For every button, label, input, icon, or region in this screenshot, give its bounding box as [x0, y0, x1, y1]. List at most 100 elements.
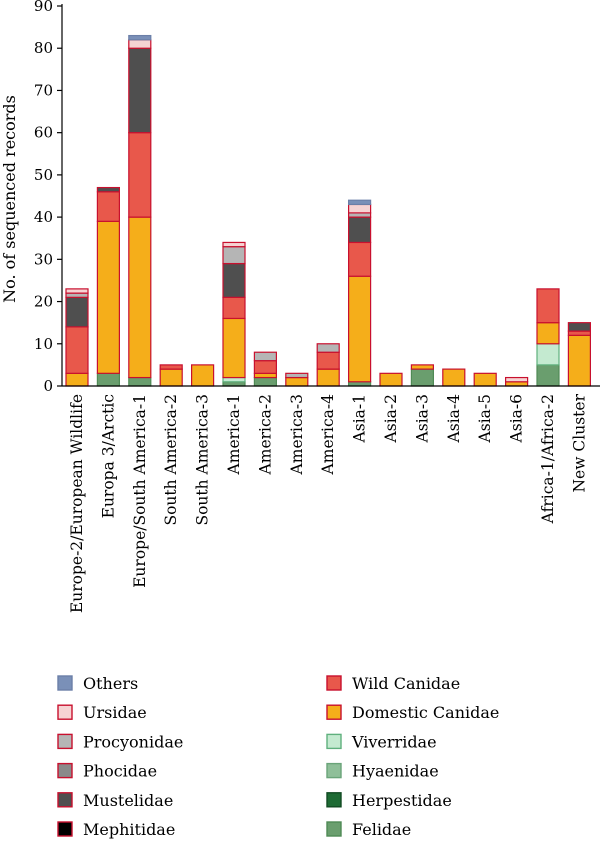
bar-segment-asia-1-wild-canidae [348, 241, 372, 277]
y-tick-label: 70 [34, 81, 53, 99]
legend: Others Ursidae Procyonidae Phocidae Mustelid… [57, 674, 499, 839]
y-tick-label: 80 [34, 39, 53, 57]
bar-stack-south-america-2 [159, 364, 183, 387]
bar-segment-africa-1-africa-2-wild-canidae [536, 288, 560, 324]
bar-segment-america-3-domestic-canidae [285, 376, 309, 387]
bar-segment-europa-3-arctic-wild-canidae [96, 191, 121, 222]
bar-segment-south-america-2-domestic-canidae [159, 368, 183, 387]
bar-stack-america-2 [253, 351, 277, 387]
legend-label: Domestic Canidae [352, 703, 499, 722]
bar-segment-asia-2-domestic-canidae [379, 372, 403, 387]
bar-segment-europa-3-arctic-domestic-canidae [96, 220, 121, 374]
x-category-label: America-4 [319, 394, 337, 476]
legend-item-phocidae: Phocidae [57, 762, 157, 781]
x-axis-category-labels: Europe-2/European Wildlife Europa 3/Arcti… [68, 393, 588, 613]
bar-segment-africa-1-africa-2-felidae [536, 364, 560, 387]
bar-segment-europe-south-america-1-mustelidae [128, 47, 152, 134]
bar-stack-south-america-3 [191, 364, 215, 387]
bar-segment-south-america-2-wild-canidae [159, 364, 183, 370]
y-tick-label: 0 [43, 377, 53, 395]
bar-stack-america-1 [222, 241, 246, 387]
x-category-label: Africa-1/Africa-2 [539, 394, 557, 524]
bar-stack-new-cluster [567, 322, 592, 387]
legend-swatch [57, 704, 73, 720]
bar-stack-africa-1-africa-2 [536, 288, 560, 387]
bar-segment-europe-2-european-wildlife-ursidae [65, 288, 89, 294]
legend-swatch [57, 675, 73, 691]
legend-label: Mustelidae [83, 791, 173, 810]
bar-segment-africa-1-africa-2-viverridae [536, 343, 560, 366]
x-category-label: Europe/South America-1 [131, 394, 149, 588]
x-category-label: America-2 [256, 394, 274, 475]
bar-segment-america-2-felidae [253, 376, 277, 387]
legend-item-wild-canidae: Wild Canidae [326, 674, 460, 693]
bar-segment-south-america-3-domestic-canidae [191, 364, 215, 387]
bar-stack-america-3 [285, 372, 309, 387]
bar-segment-asia-1-domestic-canidae [348, 275, 372, 383]
legend-swatch [326, 792, 342, 808]
legend-label: Wild Canidae [352, 674, 460, 693]
legend-item-mustelidae: Mustelidae [57, 791, 173, 810]
bar-segment-asia-6-domestic-canidae [505, 381, 529, 387]
y-tick-label: 20 [34, 293, 53, 311]
bar-stack-asia-6 [505, 376, 529, 387]
y-tick-label: 30 [34, 250, 53, 268]
legend-label: Phocidae [83, 762, 157, 781]
bar-segment-america-1-mustelidae [222, 262, 246, 298]
x-category-label: Asia-2 [382, 394, 400, 443]
x-category-label: Europe-2/European Wildlife [68, 394, 86, 613]
bar-segment-asia-4-domestic-canidae [442, 368, 466, 387]
legend-swatch [57, 792, 73, 808]
legend-item-hyaenidae: Hyaenidae [326, 762, 439, 781]
bar-segment-asia-1-ursidae [348, 203, 372, 214]
legend-label: Herpestidae [352, 791, 452, 810]
x-category-label: Asia-3 [413, 394, 431, 443]
legend-item-ursidae: Ursidae [57, 703, 147, 722]
bar-stack-asia-2 [379, 372, 403, 387]
legend-item-procyonidae: Procyonidae [57, 732, 183, 751]
bar-segment-europe-south-america-1-domestic-canidae [128, 216, 152, 379]
axes [61, 4, 600, 387]
x-category-label: Europa 3/Arctic [99, 394, 117, 518]
bar-stack-asia-5 [473, 372, 497, 387]
x-category-label: Asia-4 [445, 394, 463, 444]
bar-segment-america-4-procyonidae [316, 343, 340, 353]
legend-label: Felidae [352, 820, 411, 839]
bar-segment-america-1-ursidae [222, 241, 246, 248]
y-axis-ticks: 0 10 20 30 40 50 60 70 80 90 [34, 0, 62, 395]
bar-segment-europa-3-arctic-felidae [96, 372, 121, 387]
bar-segment-america-4-domestic-canidae [316, 368, 340, 387]
legend-swatch [326, 733, 342, 750]
legend-item-domestic-canidae: Domestic Canidae [326, 703, 499, 722]
legend-label: Hyaenidae [352, 762, 439, 781]
bar-stack-asia-4 [442, 368, 466, 387]
bar-segment-america-1-viverridae [222, 376, 246, 383]
legend-swatch [57, 762, 73, 779]
bar-segment-america-3-procyonidae [285, 372, 309, 379]
legend-swatch [326, 704, 342, 720]
bar-stack-europe-2-european-wildlife [65, 288, 89, 387]
legend-label: Others [83, 674, 138, 693]
bar-segment-asia-1-mustelidae [348, 216, 372, 244]
bar-segment-europe-south-america-1-wild-canidae [128, 132, 152, 218]
bar-segment-america-2-wild-canidae [253, 360, 277, 374]
legend-item-others: Others [57, 674, 138, 693]
bar-segment-america-1-wild-canidae [222, 296, 246, 320]
legend-swatch [57, 733, 73, 750]
x-category-label: Asia-6 [508, 394, 526, 443]
legend-swatch [326, 675, 342, 691]
bar-segment-new-cluster-wild-canidae [567, 330, 592, 336]
bar-segment-europe-2-european-wildlife-domestic-canidae [65, 372, 89, 387]
bar-stack-europe-south-america-1 [128, 34, 152, 387]
legend-item-herpestidae: Herpestidae [326, 791, 452, 810]
legend-label: Procyonidae [83, 732, 183, 751]
legend-swatch [326, 821, 342, 837]
bar-segment-asia-1-others [348, 199, 372, 206]
bar-segment-america-1-domestic-canidae [222, 317, 246, 379]
bar-segment-europe-south-america-1-felidae [128, 376, 152, 387]
bar-segment-america-2-domestic-canidae [253, 372, 277, 379]
bar-segment-europe-2-european-wildlife-wild-canidae [65, 326, 89, 374]
x-category-label: Asia-1 [351, 394, 369, 443]
y-tick-label: 50 [34, 166, 53, 184]
